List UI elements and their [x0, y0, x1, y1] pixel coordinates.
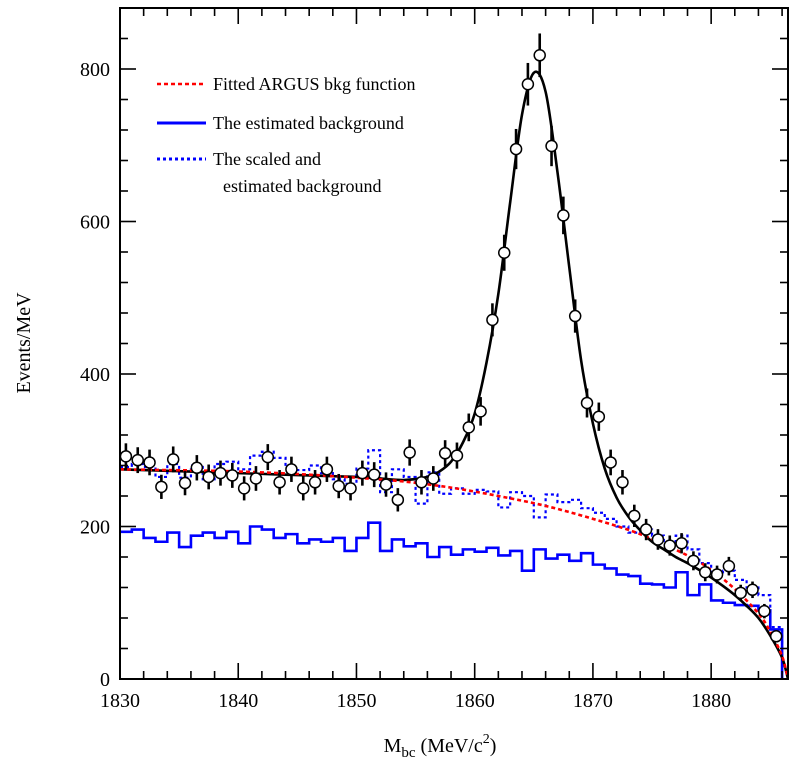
data-point [143, 456, 156, 469]
data-point [332, 479, 345, 493]
x-tick-label: 1870 [573, 690, 613, 712]
legend-label-scaled-line2: estimated background [223, 176, 381, 196]
x-tick-label: 1830 [100, 690, 140, 712]
data-point [486, 313, 499, 327]
data-point [746, 583, 759, 597]
series-argus [120, 468, 788, 679]
x-tick-label: 1880 [691, 690, 731, 712]
data-point [758, 604, 771, 618]
y-tick-label: 200 [80, 517, 110, 539]
y-tick-label: 400 [80, 364, 110, 386]
legend: Fitted ARGUS bkg function The estimated … [157, 74, 416, 196]
data-point [580, 396, 594, 410]
data-point [155, 480, 168, 494]
data-point [722, 559, 736, 573]
data-point [356, 466, 369, 480]
legend-label-scaled: The scaled and [213, 149, 321, 169]
y-tick-label: 800 [80, 59, 110, 81]
data-point [237, 482, 251, 495]
series-estimated-background [120, 521, 784, 679]
x-tick-label: 1840 [218, 690, 258, 712]
data-point [545, 139, 558, 153]
y-tick-label: 0 [100, 669, 110, 691]
data-point [427, 472, 440, 485]
data-point [474, 405, 487, 418]
data-point [616, 476, 629, 489]
data-point [120, 450, 133, 463]
data-point [285, 463, 298, 476]
data-point [592, 410, 606, 423]
data-point [202, 470, 215, 484]
data-point [391, 493, 405, 507]
x-tick-label: 1850 [336, 690, 376, 712]
data-point [438, 447, 452, 460]
data-point [367, 468, 381, 481]
data-point [639, 523, 653, 536]
data-point [273, 476, 286, 489]
data-point [698, 566, 712, 579]
x-axis-title: Mbc (MeV/c2) [384, 732, 497, 761]
data-point [675, 537, 688, 550]
data-point [403, 446, 416, 459]
data-point [320, 463, 334, 476]
data-point [261, 450, 275, 464]
data-point [462, 421, 476, 434]
y-axis-title: Events/MeV [13, 292, 35, 394]
data-point [415, 476, 428, 489]
data-point [308, 476, 322, 489]
data-point [131, 453, 144, 467]
data-point [249, 472, 263, 485]
plot-area [120, 33, 788, 679]
data-point [497, 246, 511, 260]
data-point [190, 461, 204, 475]
data-point [663, 539, 677, 552]
data-point [226, 469, 239, 482]
data-point [166, 453, 180, 466]
y-tick-label: 600 [80, 212, 110, 234]
data-point [628, 509, 641, 523]
data-point [214, 466, 227, 480]
data-point [769, 630, 783, 643]
data-point [687, 554, 700, 568]
data-point [604, 456, 617, 469]
tick-labels: 1830 1840 1850 1860 1870 1880 0 200 400 600 800 [80, 59, 731, 712]
data-point [710, 568, 724, 581]
x-tick-label: 1860 [455, 690, 495, 712]
legend-label-background: The estimated background [213, 113, 404, 133]
data-point [509, 142, 523, 156]
data-point [557, 209, 570, 222]
data-point [734, 586, 747, 600]
data-point [568, 309, 582, 323]
data-point [651, 533, 665, 546]
data-point [521, 78, 535, 91]
data-point [344, 482, 357, 495]
axis-ticks [119, 7, 788, 680]
data-point [178, 476, 192, 490]
legend-label-argus: Fitted ARGUS bkg function [213, 74, 416, 94]
data-point [450, 449, 464, 462]
data-point [297, 482, 310, 495]
data-point [379, 478, 393, 491]
data-point [533, 49, 546, 62]
